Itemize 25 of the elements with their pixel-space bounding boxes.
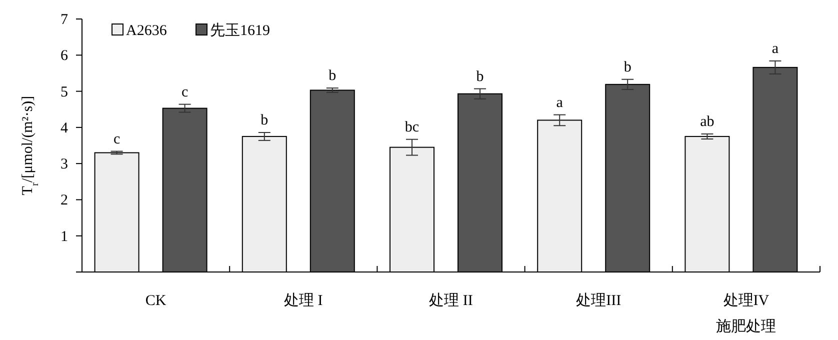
legend-label: A2636: [126, 23, 168, 39]
y-tick-label: 4: [60, 120, 68, 136]
y-tick-label: 2: [60, 192, 68, 209]
data-label: bc: [404, 119, 420, 136]
data-label: a: [556, 94, 564, 111]
data-label: b: [624, 59, 632, 76]
y-tick-label: 1: [60, 228, 68, 245]
y-tick-label: 6: [60, 48, 68, 64]
data-label: a: [772, 40, 779, 57]
data-label: b: [476, 68, 484, 85]
y-tick-label: 3: [60, 156, 68, 173]
y-tick-label: 7: [60, 12, 68, 28]
data-label: ab: [700, 114, 714, 130]
legend-label: 先玉1619: [210, 22, 270, 39]
x-axis-title: 施肥处理: [716, 318, 776, 335]
y-tick-label: 5: [60, 84, 68, 100]
x-tick-label: 处理III: [576, 292, 622, 309]
data-label: c: [181, 84, 188, 100]
data-label: b: [260, 112, 268, 128]
data-label: c: [113, 131, 120, 148]
x-tick-label: 处理 II: [429, 292, 473, 309]
x-tick-label: 处理 I: [284, 292, 323, 309]
x-tick-label: 处理IV: [723, 292, 770, 309]
data-label: b: [328, 68, 336, 84]
x-tick-label: CK: [145, 293, 166, 309]
